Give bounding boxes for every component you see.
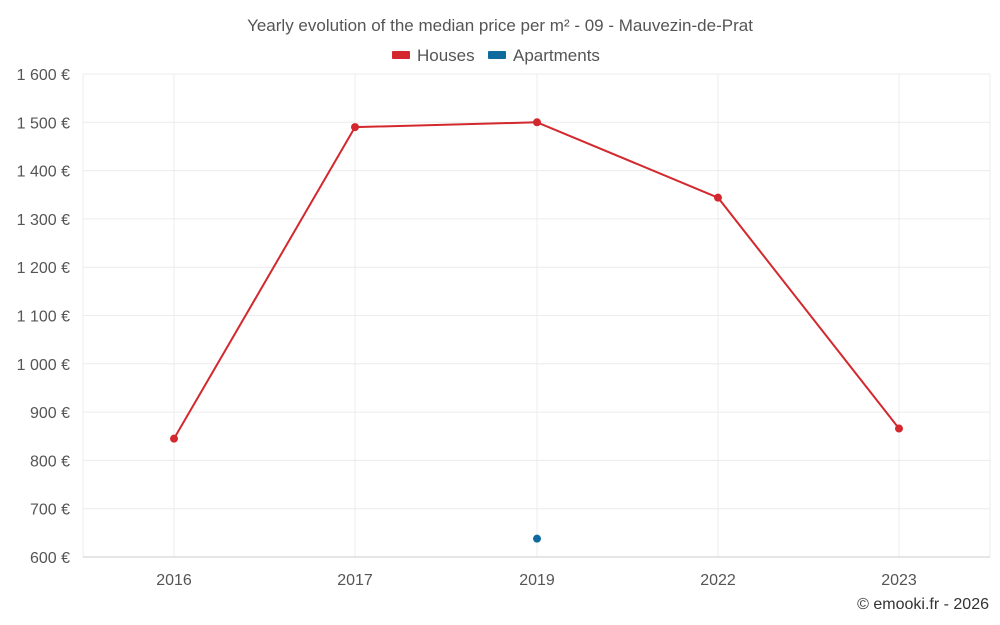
- data-point-houses[interactable]: [714, 193, 722, 202]
- legend-label-apartments: Apartments: [513, 46, 600, 65]
- data-point-houses[interactable]: [895, 424, 903, 433]
- credit-text: © emooki.fr - 2026: [857, 596, 989, 613]
- grid: [82, 73, 991, 557]
- y-axis-ticks: 600 € 700 € 800 € 900 € 1 000 € 1 100 € 1 200 …: [17, 67, 70, 567]
- x-tick-label: 2019: [519, 572, 555, 589]
- y-tick-label: 1 400 €: [17, 164, 70, 181]
- x-tick-label: 2022: [700, 572, 736, 589]
- y-tick-label: 1 500 €: [17, 115, 70, 132]
- data-point-houses[interactable]: [533, 118, 541, 127]
- legend-swatch-apartments: [488, 51, 506, 59]
- x-tick-label: 2023: [881, 572, 917, 589]
- legend-item-apartments[interactable]: Apartments: [488, 46, 600, 65]
- y-tick-label: 1 100 €: [17, 309, 70, 326]
- x-tick-label: 2017: [337, 572, 373, 589]
- chart-title: Yearly evolution of the median price per…: [247, 16, 753, 35]
- y-tick-label: 700 €: [30, 502, 70, 519]
- y-tick-label: 800 €: [30, 453, 70, 470]
- legend-swatch-houses: [392, 51, 410, 59]
- y-tick-label: 1 600 €: [17, 67, 70, 84]
- y-tick-label: 1 300 €: [17, 212, 70, 229]
- y-tick-label: 900 €: [30, 405, 70, 422]
- x-tick-label: 2016: [156, 572, 192, 589]
- legend-item-houses[interactable]: Houses: [392, 46, 475, 65]
- y-tick-label: 600 €: [30, 550, 70, 567]
- x-axis-ticks: 2016 2017 2019 2022 2023: [156, 572, 917, 589]
- data-point-apartments[interactable]: [533, 534, 541, 543]
- data-point-houses[interactable]: [351, 123, 359, 132]
- y-tick-label: 1 200 €: [17, 260, 70, 277]
- y-tick-label: 1 000 €: [17, 357, 70, 374]
- series-layer: [170, 118, 903, 543]
- legend: Houses Apartments: [392, 46, 600, 65]
- legend-label-houses: Houses: [417, 46, 475, 65]
- data-point-houses[interactable]: [170, 434, 178, 443]
